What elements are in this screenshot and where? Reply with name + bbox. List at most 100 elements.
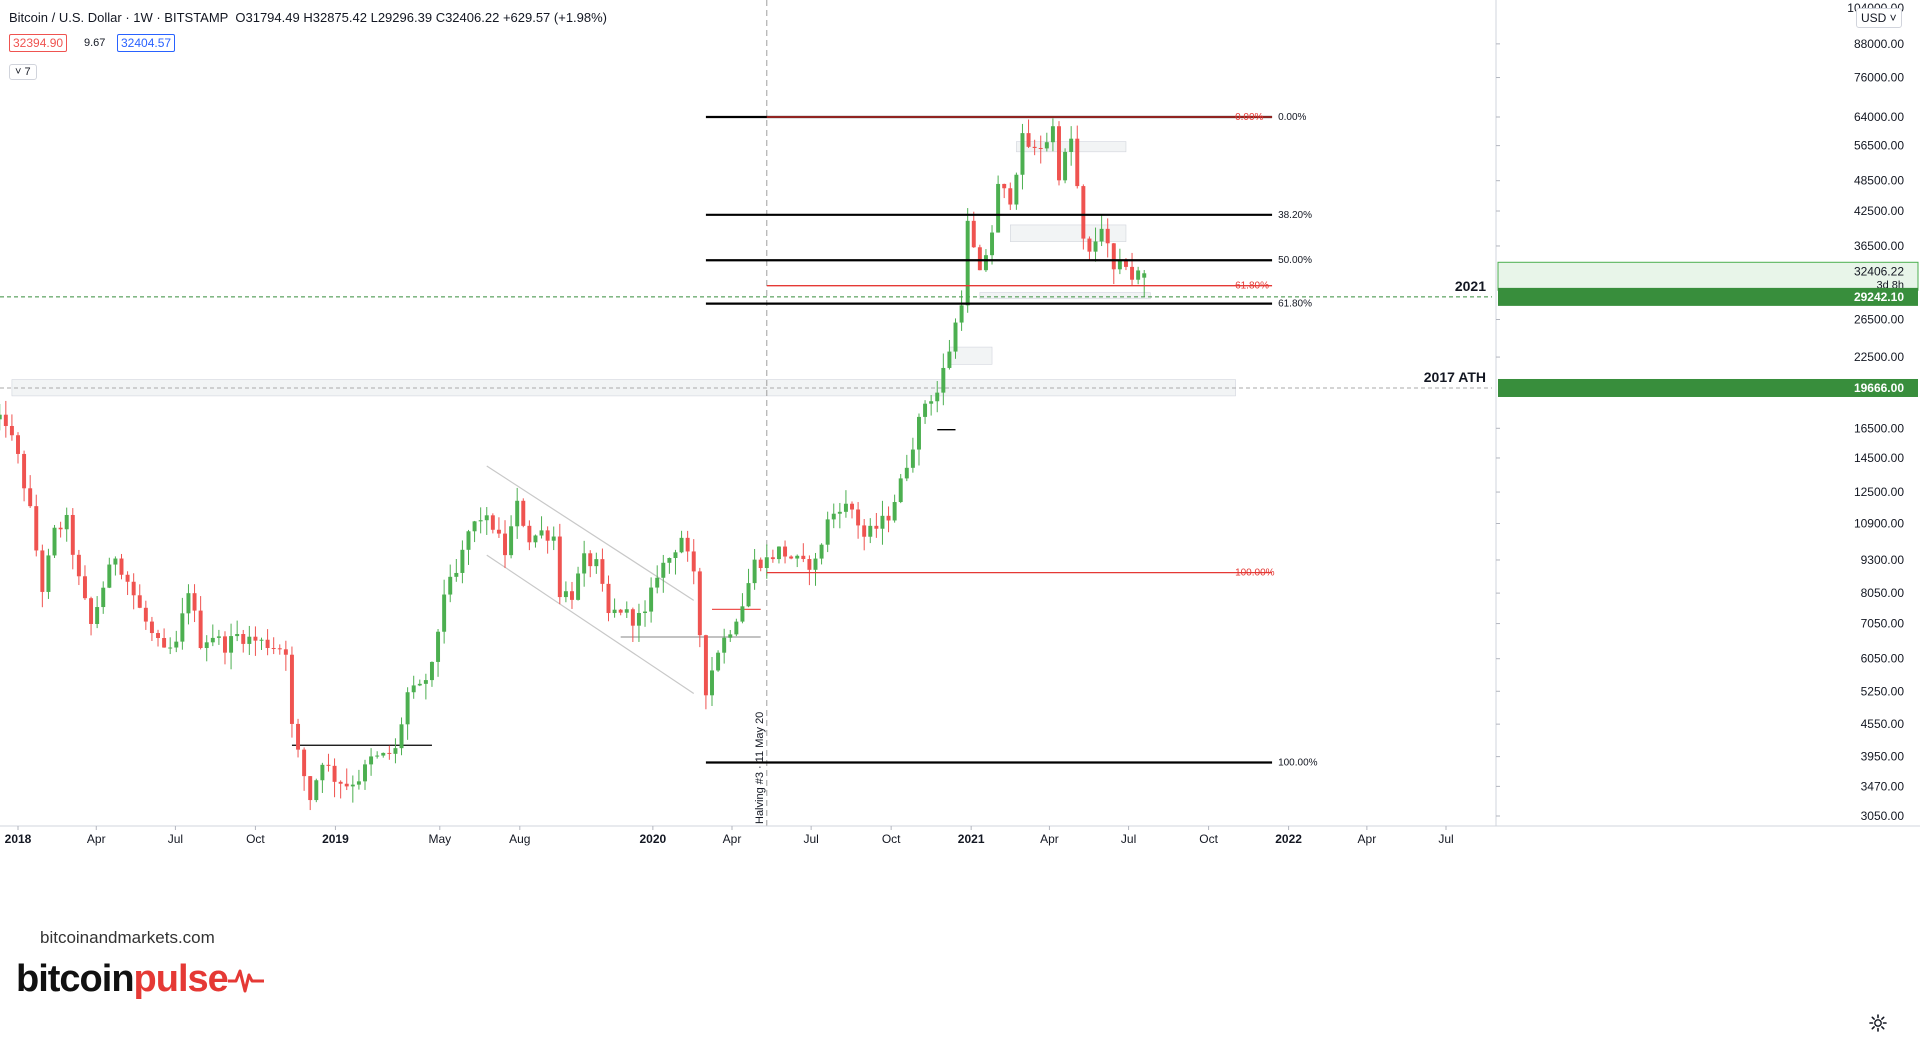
x-tick-label: 2019 bbox=[322, 832, 349, 846]
sell-price-button[interactable]: 32394.90 bbox=[9, 34, 68, 52]
candle-body bbox=[314, 780, 319, 801]
level-price-value: 29242.10 bbox=[1854, 290, 1904, 304]
candle-body bbox=[247, 636, 252, 644]
fib-level-label: 50.00% bbox=[1278, 255, 1312, 266]
y-tick-label: 9300.00 bbox=[1861, 553, 1905, 567]
candle-body bbox=[229, 636, 234, 653]
candle-body bbox=[16, 435, 20, 454]
candle-body bbox=[223, 636, 227, 653]
candle-body bbox=[1081, 186, 1086, 239]
candle-body bbox=[1111, 243, 1116, 270]
candle-body bbox=[947, 351, 952, 368]
candle-body bbox=[28, 488, 33, 507]
candle-body bbox=[1002, 183, 1007, 189]
candle-body bbox=[308, 776, 313, 801]
candle-body bbox=[1044, 142, 1049, 149]
x-tick-label: May bbox=[428, 832, 451, 846]
x-tick-label: Jul bbox=[1438, 832, 1453, 846]
candle-body bbox=[563, 591, 568, 598]
candle-body bbox=[856, 509, 861, 526]
candle-body bbox=[46, 555, 51, 592]
candle-body bbox=[216, 636, 221, 638]
gear-icon[interactable] bbox=[1868, 1013, 1888, 1033]
candle-body bbox=[320, 764, 325, 781]
candle-body bbox=[296, 723, 301, 750]
candle-body bbox=[703, 635, 708, 696]
candle-body bbox=[892, 502, 897, 521]
candle-body bbox=[52, 527, 57, 556]
price-axis-bg bbox=[1496, 0, 1920, 826]
candle-body bbox=[1008, 188, 1013, 205]
candle-body bbox=[149, 621, 154, 634]
spread-value: 9.67 bbox=[84, 37, 106, 49]
candle-body bbox=[655, 577, 660, 588]
close-value: 32406.22 bbox=[445, 10, 500, 25]
candles-layer bbox=[0, 118, 1147, 811]
candle-body bbox=[490, 515, 495, 530]
candle-body bbox=[813, 558, 818, 570]
candle-body bbox=[1026, 133, 1031, 147]
candle-body bbox=[210, 637, 215, 643]
currency-select[interactable]: USD ˅ bbox=[1856, 8, 1902, 28]
candle-body bbox=[82, 576, 87, 599]
watermark-site: bitcoinandmarkets.com bbox=[40, 928, 215, 947]
candle-body bbox=[874, 525, 879, 529]
candle-body bbox=[143, 607, 148, 622]
candle-body bbox=[752, 559, 757, 584]
low-value: 29296.39 bbox=[377, 10, 433, 25]
candle-body bbox=[801, 555, 806, 560]
candle-body bbox=[259, 639, 264, 641]
candle-body bbox=[393, 748, 398, 754]
candle-body bbox=[1130, 266, 1135, 280]
candle-body bbox=[557, 536, 562, 598]
candle-body bbox=[265, 639, 270, 649]
buy-price-button[interactable]: 32404.57 bbox=[117, 34, 176, 52]
candle-body bbox=[636, 613, 641, 626]
candle-body bbox=[996, 183, 1001, 233]
candle-body bbox=[776, 546, 781, 560]
candle-body bbox=[40, 550, 45, 592]
candle-body bbox=[862, 525, 867, 537]
candle-body bbox=[630, 609, 635, 626]
candle-body bbox=[758, 559, 763, 569]
candle-body bbox=[162, 638, 167, 648]
candle-body bbox=[1075, 138, 1080, 187]
candle-body bbox=[533, 535, 538, 543]
candle-body bbox=[198, 610, 203, 649]
y-tick-label: 7050.00 bbox=[1861, 617, 1905, 631]
candle-body bbox=[472, 521, 477, 532]
drawings-layer: Halving #3 · 11 May 20 2021 2017 ATH bbox=[0, 0, 1492, 826]
x-tick-label: Aug bbox=[509, 832, 530, 846]
brand-logo-part2: pulse bbox=[133, 958, 229, 1000]
channel-line bbox=[486, 465, 695, 601]
candle-body bbox=[612, 609, 617, 614]
candle-body bbox=[338, 781, 343, 784]
x-tick-label: Jul bbox=[168, 832, 183, 846]
candle-body bbox=[375, 755, 380, 757]
fib-level-label: 61.80% bbox=[1278, 299, 1312, 310]
candle-body bbox=[283, 649, 288, 655]
candle-body bbox=[64, 514, 69, 530]
y-tick-label: 8050.00 bbox=[1861, 586, 1905, 600]
candle-body bbox=[156, 633, 160, 639]
level-name: 2017 ATH bbox=[1424, 369, 1486, 385]
channel-line bbox=[486, 554, 695, 694]
candle-body bbox=[101, 587, 106, 608]
x-tick-label: 2021 bbox=[958, 832, 985, 846]
candle-body bbox=[369, 756, 374, 765]
candle-body bbox=[344, 783, 349, 787]
fib-level-label: 100.00% bbox=[1278, 758, 1318, 769]
candle-body bbox=[436, 631, 441, 662]
candle-body bbox=[977, 247, 982, 271]
candle-body bbox=[649, 587, 654, 612]
candle-body bbox=[935, 392, 940, 402]
candle-body bbox=[356, 781, 361, 785]
candle-body bbox=[843, 503, 848, 512]
indicators-toggle-button[interactable]: ˅ 7 bbox=[9, 64, 37, 80]
consolidation-zone bbox=[1009, 224, 1127, 242]
candle-body bbox=[789, 556, 794, 559]
candle-body bbox=[417, 683, 422, 686]
candle-body bbox=[442, 594, 447, 632]
candle-body bbox=[34, 506, 39, 551]
